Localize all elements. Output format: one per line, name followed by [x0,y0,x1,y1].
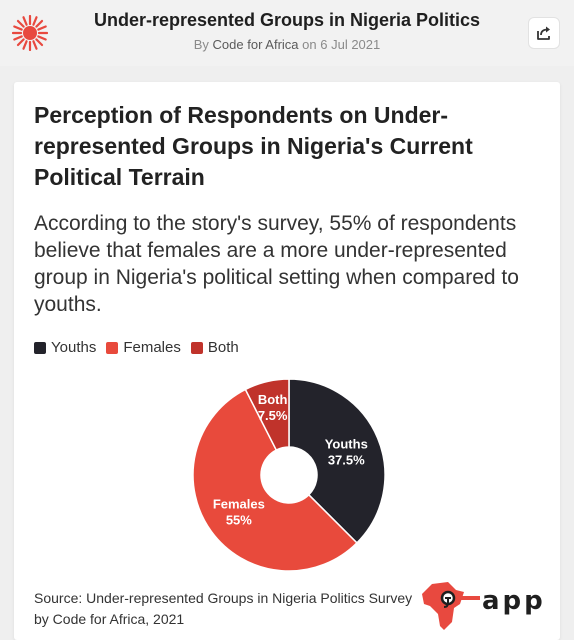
chart-card: Perception of Respondents on Under-repre… [14,82,560,640]
slice-value-both: 7.5% [258,408,288,423]
africa-map-icon [422,582,480,630]
legend-label: Both [207,339,239,356]
slice-label-females: Females [213,496,265,511]
header-bar: Under-represented Groups in Nigeria Poli… [0,0,574,66]
share-button[interactable] [528,17,560,49]
legend-item-both[interactable]: Both [190,339,239,356]
byline-prefix: By [193,37,209,52]
legend-label: Youths [51,339,97,356]
legend-swatch [106,341,119,354]
legend-swatch [190,341,203,354]
legend-item-youths[interactable]: Youths [34,339,96,356]
chart-legend: Youths Females Both [34,339,239,356]
slice-label-both: Both [258,392,288,407]
sun-burst-icon [12,15,48,51]
legend-item-females[interactable]: Females [106,339,181,356]
slice-females[interactable] [192,388,358,572]
share-icon [537,26,550,40]
brand-text: app [482,586,546,616]
chart-source: Source: Under-represented Groups in Nige… [34,590,413,627]
legend-swatch [34,341,46,354]
author-link[interactable]: Code for Africa [212,37,299,52]
publish-date: 6 Jul 2021 [320,37,381,52]
brand-logo: app [414,578,554,634]
chart-subtitle: According to the story's survey, 55% of … [34,212,519,316]
slice-label-youths: Youths [325,436,368,451]
byline: By Code for Africa on 6 Jul 2021 [60,37,514,52]
slice-youths[interactable] [288,378,386,544]
slice-both[interactable] [244,378,290,452]
legend-label: Females [123,339,181,356]
date-prefix: on [302,37,317,52]
slice-value-youths: 37.5% [328,452,365,467]
story-title: Under-represented Groups in Nigeria Poli… [93,10,481,30]
chart-title: Perception of Respondents on Under-repre… [34,102,473,190]
slice-value-females: 55% [226,512,252,527]
